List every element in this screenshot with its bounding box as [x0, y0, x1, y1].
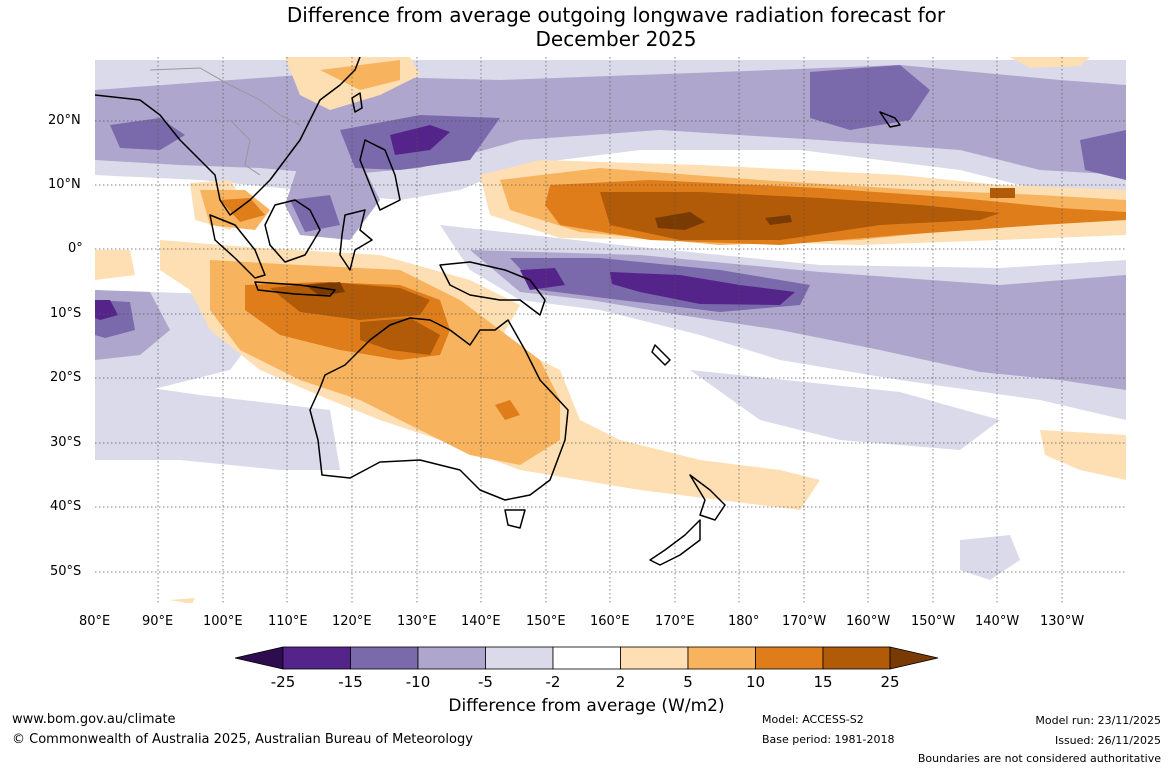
map-field	[95, 57, 1126, 603]
longitude-label: 180°	[728, 614, 760, 629]
philippines-coastline	[359, 139, 401, 211]
tasmania-coastline	[504, 509, 526, 529]
latitude-label: 20°S	[50, 370, 82, 385]
longitude-label: 120°E	[332, 614, 372, 629]
java-coastline	[254, 281, 336, 297]
anomaly-region-minus25-minus15	[95, 125, 795, 320]
longitude-label: 160°E	[590, 614, 630, 629]
asia-mainland-coastline	[95, 57, 361, 216]
colorbar-tick: -25	[271, 673, 296, 691]
colorbar-segment	[485, 646, 554, 670]
longitude-label: 80°E	[79, 614, 111, 629]
longitude-label: 140°W	[975, 614, 1020, 629]
colorbar-tick: 25	[880, 673, 899, 691]
latitude-label: 30°S	[50, 435, 82, 450]
australia-coastline	[309, 317, 569, 501]
colorbar-segment	[822, 646, 891, 670]
new-zealand-south-coastline	[649, 519, 701, 566]
colorbar-arrow-low	[234, 646, 284, 670]
colorbar-segment	[282, 646, 351, 670]
longitude-label: 170°W	[782, 614, 827, 629]
colorbar-segment	[755, 646, 824, 670]
sulawesi-coastline	[339, 209, 373, 271]
borneo-coastline	[264, 199, 321, 263]
taiwan-coastline	[351, 92, 363, 113]
latitude-label: 40°S	[50, 499, 82, 514]
latitude-label: 20°N	[48, 113, 81, 128]
new-zealand-north-coastline	[689, 474, 726, 521]
country-borders	[149, 67, 301, 176]
colorbar-tick: -10	[406, 673, 431, 691]
colorbar-segment	[620, 646, 689, 670]
colorbar-ticks: -25 -15 -10 -5 -2 2 5 10 15 25	[271, 673, 900, 691]
longitude-label: 110°E	[268, 614, 308, 629]
sumatra-coastline	[209, 214, 266, 279]
colorbar-tick: 2	[616, 673, 626, 691]
latitude-label: 10°S	[50, 306, 82, 321]
map-title-line1: Difference from average outgoing longwav…	[286, 3, 946, 27]
boundaries-disclaimer: Boundaries are not considered authoritat…	[917, 752, 1161, 765]
hawaii-coastline	[879, 111, 901, 128]
model-run-date: Model run: 23/11/2025	[1035, 714, 1161, 727]
latitude-label: 10°N	[48, 177, 81, 192]
graticule	[95, 57, 1126, 603]
base-period: Base period: 1981-2018	[762, 733, 895, 746]
colorbar-tick: -15	[338, 673, 363, 691]
map-title-line2: December 2025	[535, 27, 697, 51]
longitude-label: 150°E	[526, 614, 566, 629]
map-title: Difference from average outgoing longwav…	[0, 3, 1173, 51]
anomaly-region-15-25	[270, 188, 1015, 355]
latitude-label: 50°S	[50, 564, 82, 579]
colorbar-segment	[552, 646, 621, 670]
website-link[interactable]: www.bom.gov.au/climate	[12, 712, 176, 727]
new-guinea-coastline	[439, 261, 546, 316]
colorbar-tick: -2	[546, 673, 561, 691]
colorbar-segment	[350, 646, 419, 670]
colorbar-tick: -5	[478, 673, 493, 691]
colorbar-tick: 15	[813, 673, 832, 691]
colorbar-title: Difference from average (W/m2)	[448, 696, 725, 716]
new-caledonia-coastline	[651, 344, 671, 366]
longitude-label: 130°E	[397, 614, 437, 629]
longitude-label: 100°E	[203, 614, 243, 629]
colorbar-segment	[417, 646, 486, 670]
model-name: Model: ACCESS-S2	[762, 713, 864, 726]
colorbar-tick: 10	[746, 673, 765, 691]
colorbar	[234, 646, 939, 670]
longitude-label: 140°E	[461, 614, 501, 629]
longitude-label: 90°E	[142, 614, 174, 629]
longitude-label: 170°E	[655, 614, 695, 629]
colorbar-arrow-high	[889, 646, 939, 670]
longitude-label: 150°W	[911, 614, 956, 629]
issued-date: Issued: 26/11/2025	[1054, 734, 1161, 747]
colorbar-tick: 5	[683, 673, 693, 691]
copyright-notice: © Commonwealth of Australia 2025, Austra…	[12, 732, 473, 747]
latitude-label: 0°	[68, 241, 83, 256]
longitude-label: 130°W	[1040, 614, 1085, 629]
coastlines	[95, 57, 901, 566]
longitude-label: 160°W	[846, 614, 891, 629]
colorbar-segment	[687, 646, 756, 670]
